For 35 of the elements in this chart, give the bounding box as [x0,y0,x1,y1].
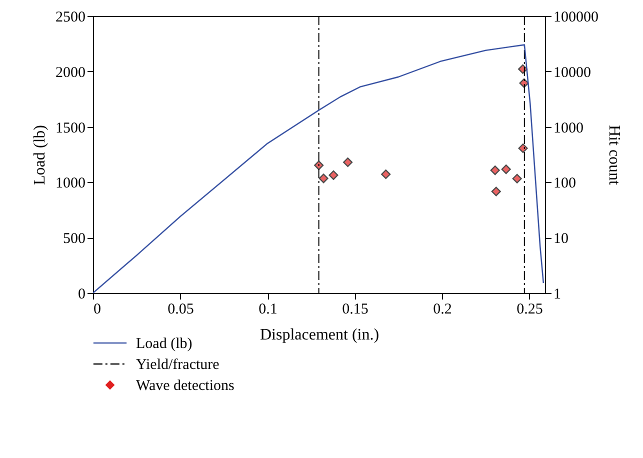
y-tick-label: 0 [78,286,86,302]
y-tick-label: 500 [63,231,86,248]
y2-tick-label: 1000 [554,120,584,136]
x-tick-label: 0.05 [168,302,194,318]
y2-tick-label: 10000 [554,64,591,81]
x-tick-label: 0.15 [342,302,368,318]
y2-axis-title: Hit count [606,125,622,186]
point [501,164,511,174]
y2-tick-label: 1 [554,286,561,302]
y-tick-label: 1000 [56,176,86,192]
y-tick-label: 1500 [56,120,86,136]
point [381,169,391,180]
point [491,186,501,196]
x-tick-label: 0.2 [433,302,452,318]
point [314,160,324,170]
x-axis-title: Displacement (in.) [260,326,380,344]
y2-tick-label: 100000 [554,10,598,26]
x-tick-label: 0 [94,302,101,318]
y-tick-label: 2500 [56,10,86,26]
y-tick-label: 2000 [56,64,86,81]
point [343,157,353,168]
y2-tick-label: 100 [554,176,576,192]
point [512,174,522,184]
x-tick-label: 0.1 [258,302,278,318]
point [318,174,328,184]
y-axis-title: Load (lb) [32,125,48,185]
legend-label: Load (lb) [136,336,192,352]
point [490,166,500,176]
legend-label: Yield/fracture [136,357,220,373]
point [518,143,528,154]
y2-tick-label: 10 [554,231,568,248]
point [328,170,338,180]
line-series [93,44,544,293]
legend-label: Wave detections [136,378,234,394]
x-tick-label: 0.25 [516,302,543,318]
